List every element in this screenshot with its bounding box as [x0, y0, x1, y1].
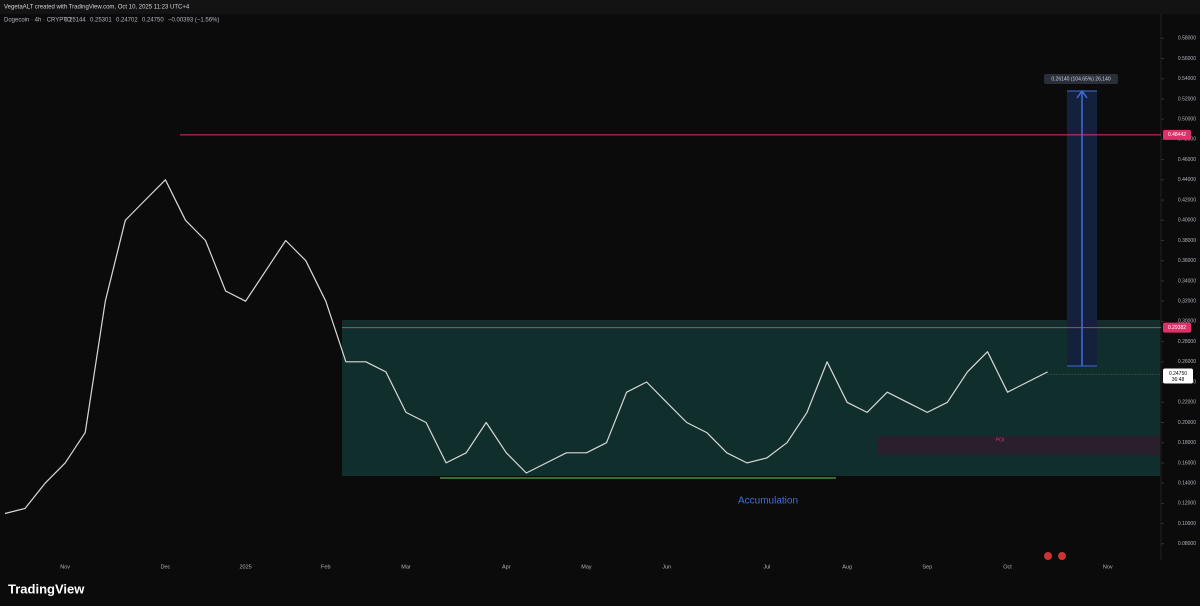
zone-label: Accumulation	[738, 496, 798, 507]
x-tick-label: 2025	[239, 564, 251, 570]
y-tick-label: 0.38000	[1178, 238, 1196, 244]
logo: TradingView	[8, 581, 85, 596]
y-tick-label: 0.22000	[1178, 400, 1196, 406]
y-tick-label: 0.34000	[1178, 278, 1196, 284]
level-label-box	[1163, 129, 1191, 140]
y-tick-label: 0.32000	[1178, 298, 1196, 304]
y-tick-label: 0.42000	[1178, 197, 1196, 203]
y-tick-label: 0.30000	[1178, 319, 1196, 325]
x-tick-label: Jun	[662, 564, 671, 570]
x-tick-label: Feb	[321, 564, 330, 570]
last-price-box	[1163, 368, 1193, 384]
x-tick-label: Dec	[161, 564, 171, 570]
ohlc-low: 0.24702	[116, 18, 138, 24]
x-tick-label: Jul	[763, 564, 770, 570]
y-tick-label: 0.12000	[1178, 501, 1196, 507]
y-tick-label: 0.10000	[1178, 521, 1196, 527]
y-tick-label: 0.36000	[1178, 258, 1196, 264]
x-tick-label: Nov	[1103, 564, 1113, 570]
ohlc-open: 0.25144	[64, 18, 86, 24]
level-label: 0.29382	[1168, 325, 1186, 331]
price-line	[4, 179, 1048, 515]
level-label: 0.48442	[1168, 132, 1186, 138]
y-tick-label: 0.58000	[1178, 36, 1196, 42]
event-icon[interactable]	[1058, 552, 1066, 560]
y-tick-label: 0.14000	[1178, 480, 1196, 486]
ohlc-high: 0.25301	[90, 18, 112, 24]
y-tick-label: 0.56000	[1178, 56, 1196, 62]
y-tick-label: 0.44000	[1178, 177, 1196, 183]
last-price-label: 0.24750	[1169, 371, 1187, 377]
x-tick-label: Mar	[401, 564, 411, 570]
x-tick-label: Apr	[502, 564, 511, 570]
x-tick-label: Oct	[1003, 564, 1012, 570]
plot: 0.08000 0.10000 0.12000 0.14000 0.16000 0.180…	[4, 14, 1196, 570]
header-bar	[0, 0, 1200, 14]
measure-label: 0.26140 (104.65%) 26,140	[1051, 76, 1110, 82]
footer	[0, 574, 1200, 606]
y-tick-label: 0.26000	[1178, 359, 1196, 365]
y-tick-label: 0.16000	[1178, 460, 1196, 466]
x-tick-label: Nov	[60, 564, 70, 570]
y-tick-label: 0.28000	[1178, 339, 1196, 345]
y-tick-label: 0.08000	[1178, 541, 1196, 547]
x-tick-label: May	[581, 564, 592, 570]
level-label-box	[1163, 322, 1191, 333]
poi-zone	[877, 436, 1160, 455]
measure-label-box	[1044, 74, 1118, 84]
y-tick-label: 0.46000	[1178, 157, 1196, 163]
event-icon[interactable]	[1044, 552, 1052, 560]
x-tick-label: Sep	[922, 564, 932, 570]
ohlc-close: 0.24750	[142, 18, 164, 24]
y-tick-label: 0.40000	[1178, 218, 1196, 224]
header-text: VegetaALT created with TradingView.com, …	[4, 5, 190, 11]
y-tick-label: 0.20000	[1178, 420, 1196, 426]
y-tick-label: 0.54000	[1178, 76, 1196, 82]
countdown: 36:48	[1172, 377, 1185, 383]
ohlc-change: −0.00393 (−1.56%)	[168, 18, 219, 24]
x-tick-label: Aug	[842, 564, 852, 570]
symbol: Dogecoin · 4h · CRYPTO	[4, 18, 72, 24]
y-tick-label: 0.52000	[1178, 96, 1196, 102]
y-tick-label: 0.18000	[1178, 440, 1196, 446]
poi-label: POI	[996, 437, 1005, 443]
y-tick-label: 0.50000	[1178, 116, 1196, 122]
